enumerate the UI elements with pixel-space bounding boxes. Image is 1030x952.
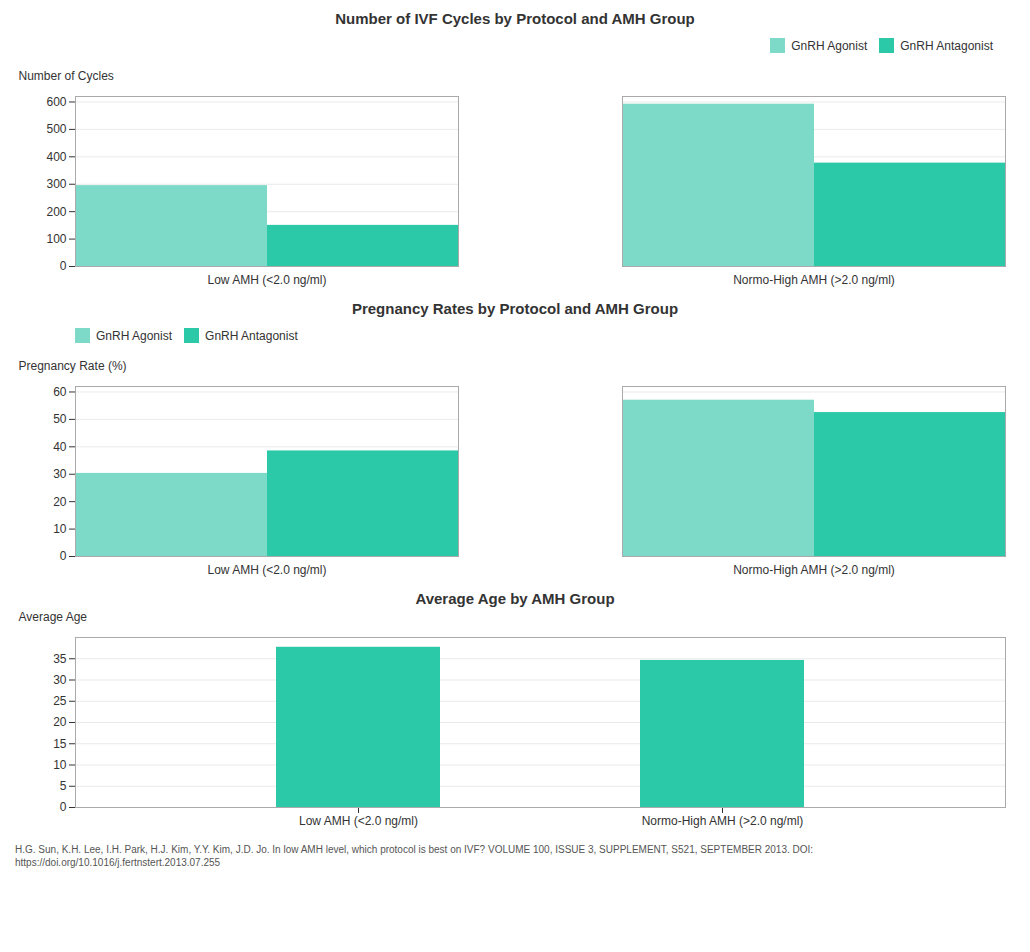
html-text:Number of IVF Cycles by Protoc: Number of IVF Cycles by Protocol and AMH… [335,10,695,27]
svg-text:20: 20 [53,495,67,509]
svg-text:Number of Cycles: Number of Cycles [19,69,114,83]
svg-text:400: 400 [46,150,66,164]
svg-text:40: 40 [53,440,67,454]
html-text:GnRH Agonist: GnRH Agonist [791,38,868,53]
svg-text:Pregnancy Rate (%): Pregnancy Rate (%) [19,359,127,373]
svg-text:0: 0 [60,259,67,273]
svg-text:Normo-High AMH (>2.0 ng/ml): Normo-High AMH (>2.0 ng/ml) [733,563,895,577]
svg-text:100: 100 [46,232,66,246]
svg-text:Low AMH (<2.0 ng/ml): Low AMH (<2.0 ng/ml) [207,273,326,287]
svg-text:Normo-High AMH (>2.0 ng/ml): Normo-High AMH (>2.0 ng/ml) [642,814,804,828]
svg-text:500: 500 [46,122,66,136]
svg-text:600: 600 [46,95,66,109]
svg-text:15: 15 [53,737,67,751]
svg-text:25: 25 [53,694,67,708]
html-text:GnRH Antagonist: GnRH Antagonist [205,328,298,343]
svg-text:30: 30 [53,467,67,481]
svg-text:60: 60 [53,385,67,399]
svg-text:5: 5 [60,779,67,793]
svg-text:300: 300 [46,177,66,191]
html-text:GnRH Agonist: GnRH Agonist [96,328,172,343]
svg-text:50: 50 [53,412,67,426]
svg-text:20: 20 [53,715,67,729]
svg-text:10: 10 [53,758,67,772]
svg-text:0: 0 [60,549,67,563]
svg-text:200: 200 [46,205,66,219]
svg-text:Low AMH (<2.0 ng/ml): Low AMH (<2.0 ng/ml) [299,814,418,828]
html-text:H.G. Sun, K.H. Lee, I.H. Park,: H.G. Sun, K.H. Lee, I.H. Park, H.J. Kim,… [15,844,814,868]
html-text:Pregnancy Rates by Protocol an: Pregnancy Rates by Protocol and AMH Grou… [351,300,679,317]
svg-text:30: 30 [53,673,67,687]
svg-text:Low AMH (<2.0 ng/ml): Low AMH (<2.0 ng/ml) [207,563,326,577]
html-text:Average Age by AMH Group: Average Age by AMH Group [415,590,615,607]
svg-text:10: 10 [53,522,67,536]
svg-text:Normo-High AMH (>2.0 ng/ml): Normo-High AMH (>2.0 ng/ml) [733,273,895,287]
svg-text:0: 0 [60,800,67,814]
html-text:GnRH Antagonist: GnRH Antagonist [900,38,993,53]
svg-text:35: 35 [53,652,67,666]
svg-text:Average Age: Average Age [19,610,88,624]
